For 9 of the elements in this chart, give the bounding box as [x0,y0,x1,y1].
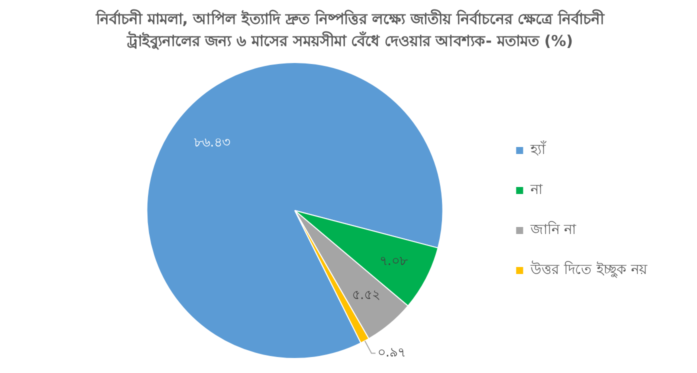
chart-title: নির্বাচনী মামলা, আপিল ইত্যাদি দ্রুত নিষ্পত্তির লক্ষ্যে জাতীয় নির্বাচনের ক্ষেত্রে নির্বাচনী ট্রাইব্যুনালের জন্য ৬ মাসের সময়সীমা বেঁধে দেওয়ার আবশ্যক- মতামত (%) [94,8,606,52]
data-label: ০.৯৭ [377,346,406,361]
legend-label: উত্তর দিতে ইচ্ছুক নয় [530,261,648,278]
data-label: ৮৬.৪৩ [194,136,230,151]
legend-label: না [530,182,544,198]
legend-label: হ্যাঁ [530,141,547,158]
legend-label: জানি না [530,221,578,238]
data-label: ৫.৫২ [352,288,380,303]
data-label: ৭.০৮ [379,254,408,269]
